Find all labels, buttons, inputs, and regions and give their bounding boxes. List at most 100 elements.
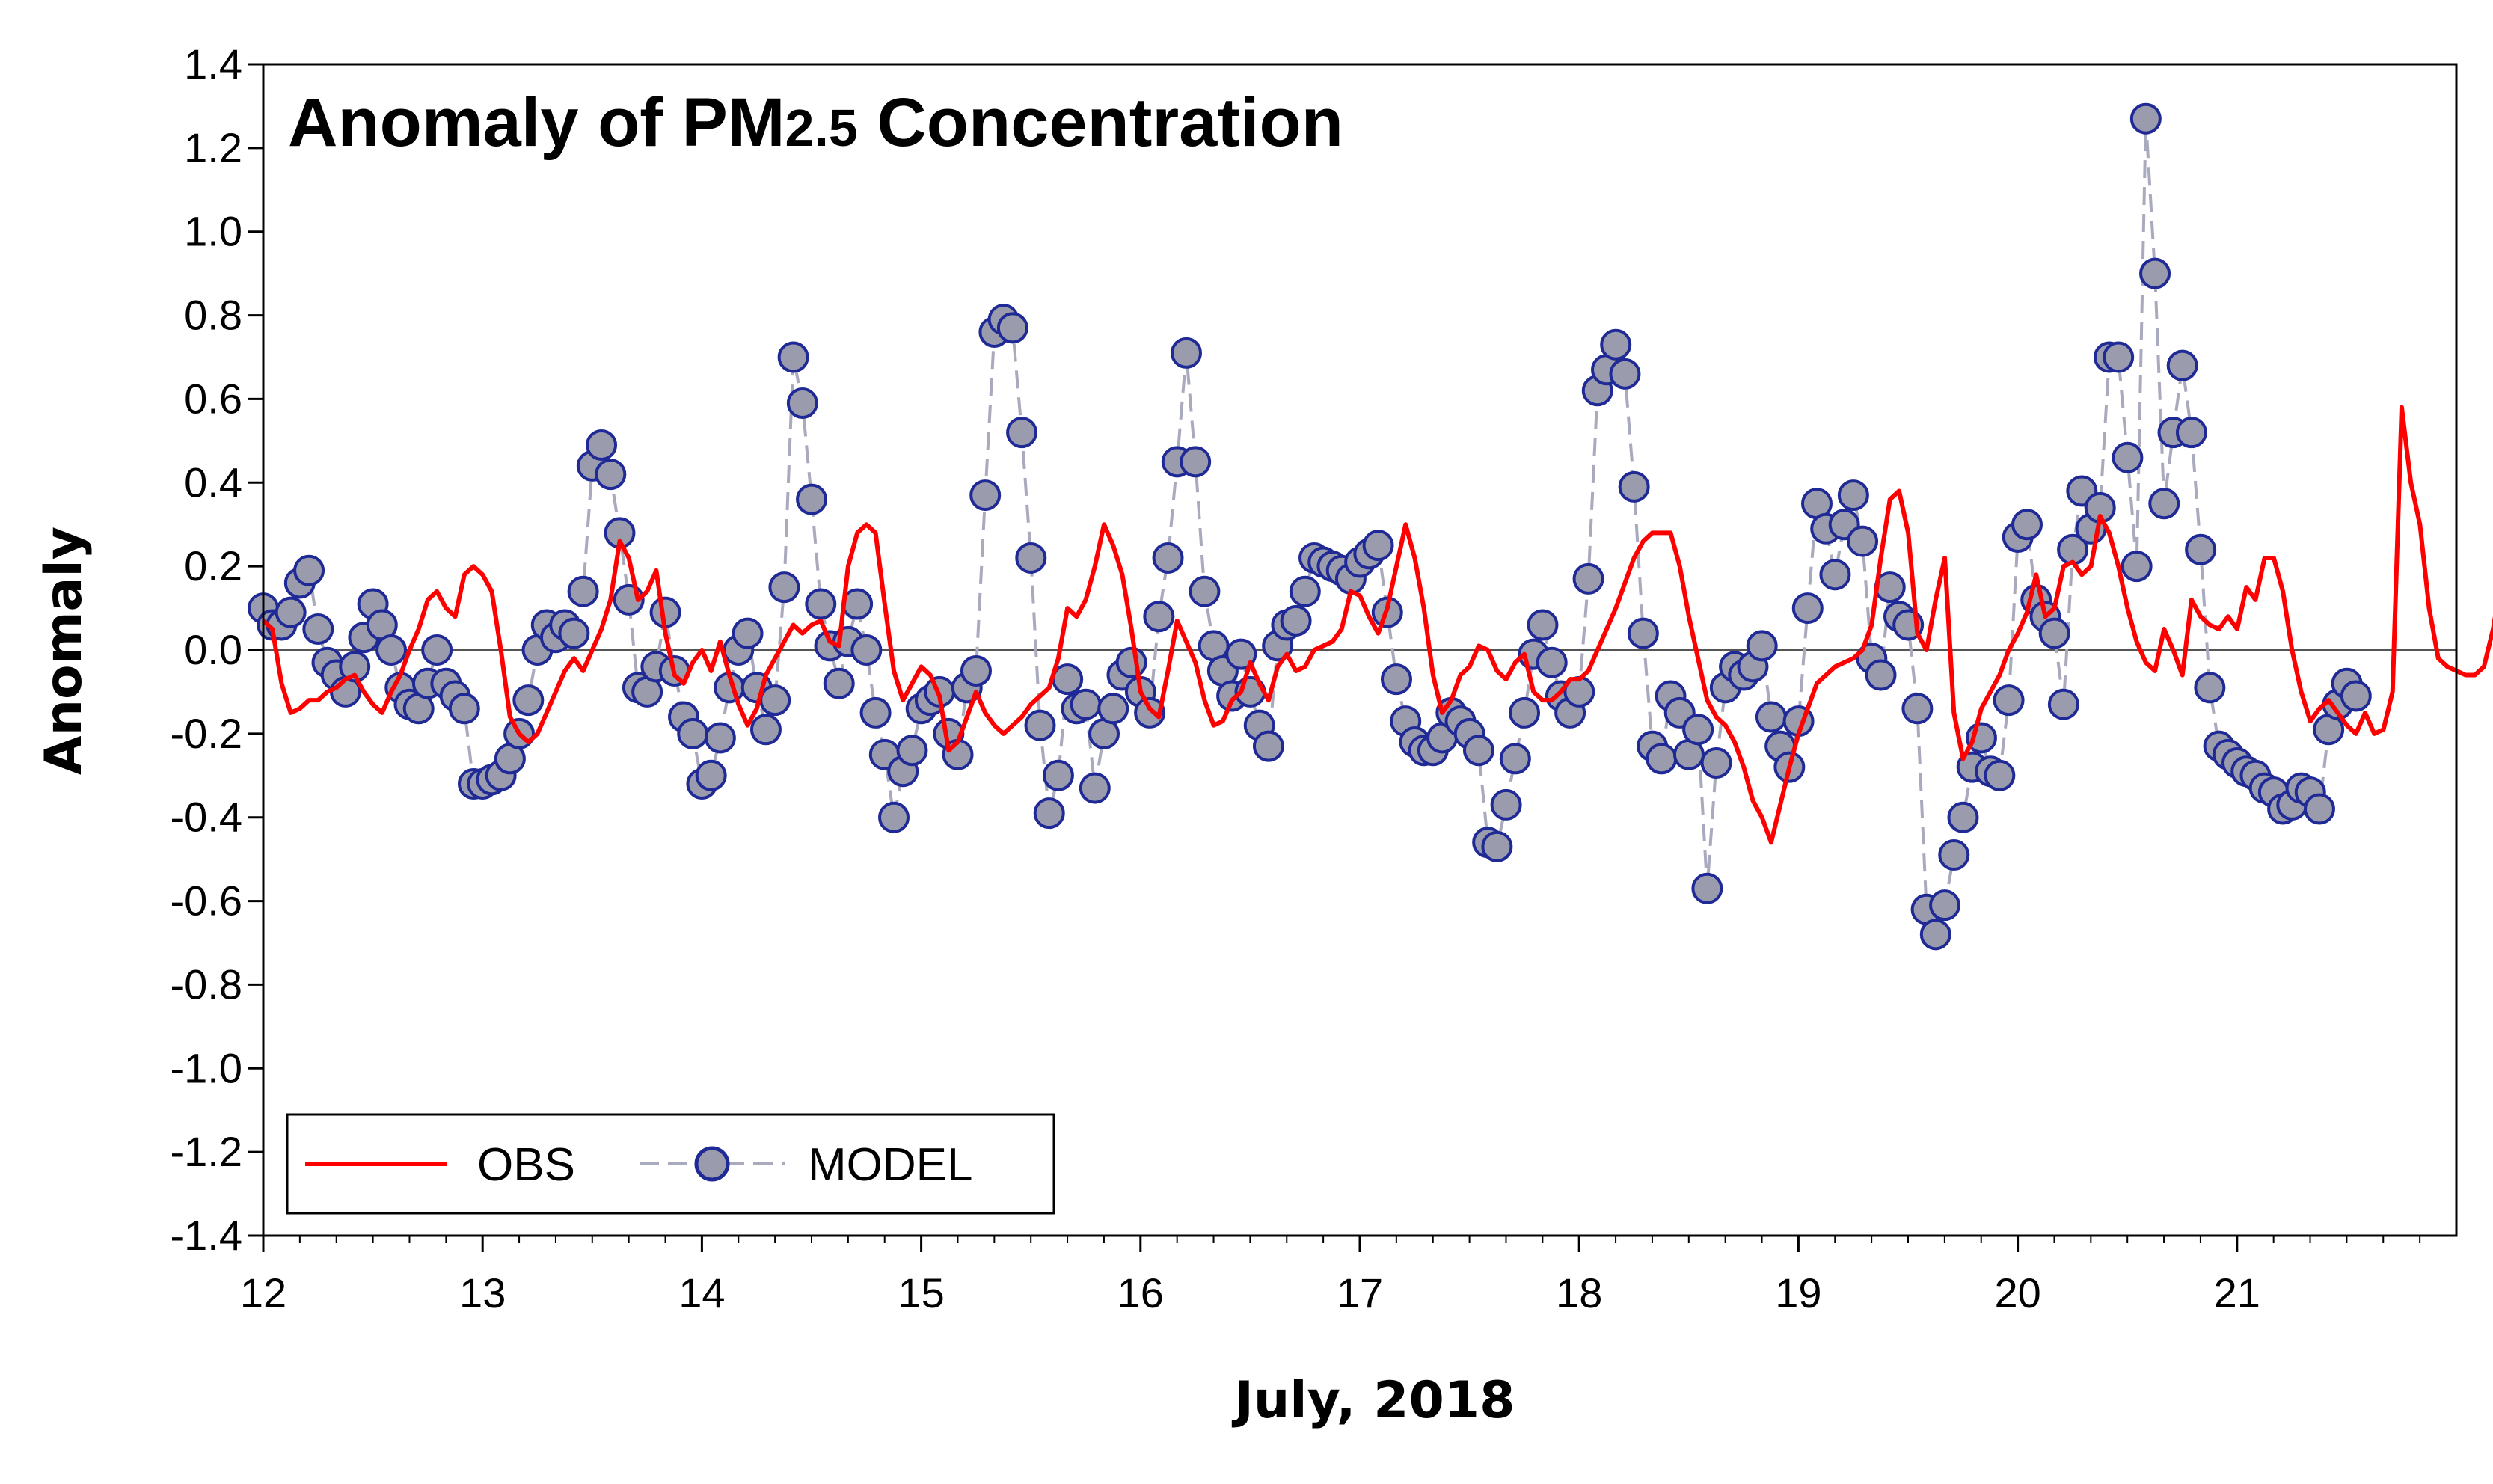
model-data-point <box>1865 659 1897 691</box>
model-data-point <box>2340 680 2372 712</box>
model-data-point <box>448 693 480 725</box>
model-data-point <box>805 588 837 620</box>
model-data-point <box>732 617 764 649</box>
model-data-point <box>1691 872 1723 904</box>
model-data-point <box>421 634 453 666</box>
model-data-point <box>859 696 892 729</box>
model-data-point <box>1070 688 1102 720</box>
model-data-point <box>2194 672 2226 704</box>
model-data-point <box>2038 617 2070 649</box>
chart-title-main: Anomaly of PM <box>288 85 785 161</box>
model-data-point <box>1481 830 1513 862</box>
x-tick-label: 15 <box>898 1269 944 1316</box>
x-tick-label: 16 <box>1117 1269 1164 1316</box>
model-data-point <box>1947 801 1979 833</box>
legend-model-label: MODEL <box>808 1139 972 1191</box>
model-data-point <box>1700 747 1732 779</box>
model-data-point <box>777 341 809 373</box>
legend-model-marker <box>694 1146 730 1182</box>
x-tick-label: 18 <box>1556 1269 1602 1316</box>
model-data-point <box>1627 617 1659 649</box>
model-data-point <box>841 588 874 620</box>
model-data-point <box>275 596 307 628</box>
model-data-point <box>1600 328 1632 361</box>
model-data-point <box>896 735 928 767</box>
model-data-point <box>2103 341 2135 373</box>
model-data-point <box>1033 797 1065 830</box>
chart-title-rest: Concentration <box>858 85 1343 161</box>
model-data-point <box>1993 684 2025 717</box>
y-tick-label: 1.2 <box>184 124 242 171</box>
model-data-point <box>1280 604 1312 637</box>
model-data-point <box>1042 759 1074 791</box>
model-data-point <box>1755 701 1787 733</box>
model-data-point <box>960 654 992 687</box>
y-tick-label: 0.6 <box>184 375 242 422</box>
model-data-point <box>2112 441 2144 473</box>
x-tick-label: 13 <box>459 1269 506 1316</box>
model-data-point <box>1938 839 1970 871</box>
model-data-point <box>1746 630 1778 662</box>
model-data-point <box>1115 646 1147 678</box>
model-data-point <box>1152 542 1184 574</box>
legend-obs-label: OBS <box>477 1139 575 1191</box>
model-data-point <box>1984 759 2016 791</box>
y-tick-label: -0.8 <box>171 960 243 1008</box>
model-data-point <box>768 571 800 604</box>
obs-series-line <box>261 405 2493 845</box>
x-tick-label: 17 <box>1337 1269 1383 1316</box>
model-data-point <box>1462 735 1494 767</box>
y-axis-title: Anomaly <box>34 527 93 775</box>
model-data-point <box>586 429 618 461</box>
model-data-point <box>1289 575 1321 607</box>
x-tick-label: 19 <box>1775 1269 1821 1316</box>
y-tick-label: -1.2 <box>171 1128 243 1175</box>
model-data-point <box>850 634 883 666</box>
x-tick-label: 14 <box>678 1269 725 1316</box>
model-data-point <box>2185 533 2217 565</box>
model-data-point <box>1527 609 1559 641</box>
model-data-point <box>2148 488 2180 520</box>
y-axis-ticks: -1.4 -1.2 -1.0 -0.8 -0.6 -0.4 -0.2 0.0 0.2 0.4 0.6… <box>171 40 263 1259</box>
model-data-point <box>677 717 709 749</box>
model-data-point <box>1143 601 1175 633</box>
model-data-point <box>2166 349 2198 381</box>
model-data-point <box>1682 714 1714 746</box>
model-data-point <box>1819 559 1851 591</box>
y-tick-label: 0.2 <box>184 542 242 589</box>
obs-series <box>261 405 2493 845</box>
model-data-point <box>1052 663 1084 696</box>
model-data-point <box>1180 446 1212 478</box>
y-tick-label: -0.2 <box>171 710 243 757</box>
y-tick-label: -0.4 <box>171 794 243 841</box>
model-data-point <box>558 617 590 649</box>
model-data-point <box>1225 638 1257 670</box>
model-data-point <box>704 722 736 754</box>
model-data-point <box>1134 696 1166 729</box>
model-data-point <box>878 801 910 833</box>
model-data-point <box>1929 889 1961 922</box>
model-data-point <box>1646 743 1678 775</box>
model-data-point <box>1791 592 1824 625</box>
model-data-point <box>1490 788 1522 821</box>
model-data-point <box>1170 337 1202 369</box>
y-tick-label: -1.0 <box>171 1044 243 1091</box>
model-data-point <box>375 634 408 666</box>
model-data-point <box>1252 730 1284 762</box>
chart-title-subscript: 2.5 <box>785 99 857 157</box>
model-data-point <box>339 651 371 683</box>
model-data-point <box>2047 688 2079 720</box>
model-data-point <box>1362 530 1394 562</box>
model-series <box>248 102 2372 951</box>
model-data-point <box>1097 693 1129 725</box>
model-data-point <box>302 613 334 646</box>
model-data-point <box>595 459 627 491</box>
model-data-point <box>695 759 727 791</box>
plot-frame <box>262 63 2458 1237</box>
chart-title: Anomaly of PM2.5 Concentration <box>288 85 1343 161</box>
model-data-point <box>823 667 855 699</box>
y-tick-label: 0.4 <box>184 459 242 506</box>
model-data-point <box>1499 743 1531 775</box>
model-data-point <box>567 575 599 607</box>
